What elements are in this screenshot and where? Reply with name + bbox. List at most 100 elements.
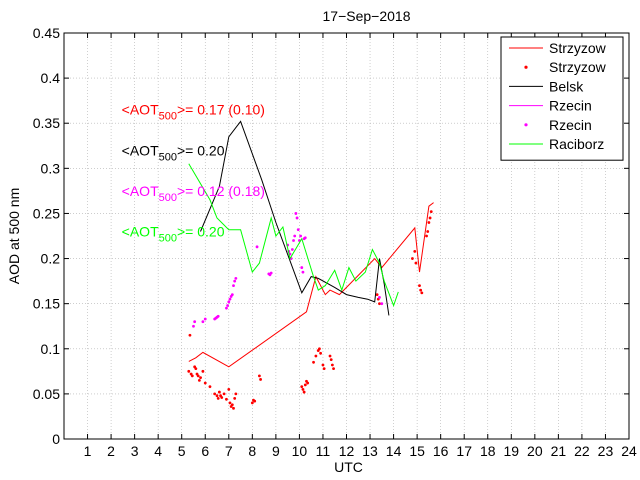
strzyzow-point <box>203 381 207 385</box>
x-tick-label: 15 <box>409 443 425 459</box>
rzecin-point <box>203 317 207 321</box>
strzyzow-point <box>303 383 307 387</box>
strzyzow-point <box>250 401 254 405</box>
y-tick-label: 0.35 <box>33 115 60 131</box>
strzyzow-point <box>329 358 333 362</box>
strzyzow-point <box>232 406 235 410</box>
strzyzow-point <box>419 288 423 292</box>
strzyzow-point <box>196 374 200 378</box>
legend-entry-rzecin: Rzecin <box>549 117 592 133</box>
aot-annotation: <AOT500>= 0.17 (0.10) <box>122 102 265 123</box>
strzyzow-point <box>375 293 379 297</box>
strzyzow-point <box>420 291 424 295</box>
strzyzow-point <box>319 351 323 355</box>
x-tick-label: 23 <box>598 443 614 459</box>
raciborz-line-series <box>188 163 399 307</box>
rzecin-point <box>233 279 237 283</box>
strzyzow-point <box>227 387 231 391</box>
rzecin-point <box>201 320 205 324</box>
strzyzow-line-series <box>188 202 434 368</box>
strzyzow-point <box>306 381 310 385</box>
belsk-line-series <box>200 120 390 316</box>
y-tick-label: 0.45 <box>33 25 60 41</box>
strzyzow-point <box>418 284 421 288</box>
strzyzow-point <box>427 221 431 224</box>
rzecin-point <box>228 297 232 301</box>
rzecin-point <box>299 234 302 238</box>
rzecin-point <box>192 324 195 328</box>
strzyzow-point <box>228 401 232 405</box>
rzecin-point <box>227 300 231 304</box>
strzyzow-point <box>429 210 433 214</box>
strzyzow-point <box>222 392 226 396</box>
y-tick-label: 0.15 <box>33 296 60 312</box>
y-tick-label: 0.25 <box>33 205 60 221</box>
strzyzow-point <box>413 249 417 253</box>
rzecin-point <box>269 271 273 275</box>
strzyzow-point <box>225 397 228 401</box>
y-tick-label: 0.4 <box>41 70 61 86</box>
strzyzow-point <box>425 234 428 238</box>
chart-title: 17−Sep−2018 <box>323 8 411 24</box>
rzecin-point <box>380 302 384 306</box>
strzyzow-point <box>201 369 205 373</box>
rzecin-point <box>293 234 297 238</box>
rzecin-point <box>296 228 300 232</box>
rzecin-point <box>294 212 298 215</box>
x-tick-label: 16 <box>433 443 449 459</box>
x-tick-label: 10 <box>292 443 308 459</box>
strzyzow-point <box>194 367 198 371</box>
strzyzow-point <box>257 374 261 378</box>
strzyzow-point <box>301 387 305 391</box>
strzyzow-point <box>302 390 306 394</box>
y-tick-label: 0.3 <box>41 160 61 176</box>
legend-entry-raciborz: Raciborz <box>549 136 604 152</box>
rzecin-point <box>301 270 305 274</box>
strzyzow-point <box>312 360 315 364</box>
strzyzow-point <box>411 257 414 260</box>
strzyzow-point <box>321 363 325 367</box>
rzecin-point <box>292 239 295 242</box>
aot-annotation: <AOT500>= 0.20 <box>122 223 225 244</box>
strzyzow-point <box>300 385 304 389</box>
aot-annotation: <AOT500>= 0.20 <box>122 142 225 163</box>
x-tick-label: 6 <box>201 443 209 459</box>
aot-annotation: <AOT500>= 0.12 (0.18) <box>122 183 265 204</box>
legend-entry-rzecin: Rzecin <box>549 98 592 114</box>
rzecin-point <box>230 293 234 297</box>
strzyzow-point <box>208 385 212 389</box>
legend-box <box>500 36 624 161</box>
strzyzow-point <box>253 399 257 403</box>
rzecin-point <box>378 295 381 299</box>
rzecin-point <box>226 304 230 307</box>
strzyzow-point <box>318 347 321 351</box>
strzyzow-point <box>216 397 220 400</box>
legend-entry-belsk: Belsk <box>549 78 584 94</box>
strzyzow-legend-marker <box>524 65 528 69</box>
annotations: <AOT500>= 0.17 (0.10) <AOT500>= 0.20 <AOT5… <box>122 102 265 245</box>
strzyzow-point <box>187 369 191 373</box>
x-tick-label: 3 <box>131 443 139 459</box>
series-layer <box>187 120 434 410</box>
strzyzow-point <box>213 392 217 396</box>
rzecin-point <box>225 306 228 310</box>
x-tick-label: 12 <box>339 443 355 459</box>
strzyzow-point <box>233 397 237 400</box>
rzecin-point <box>290 248 294 251</box>
rzecin-point <box>216 314 220 318</box>
y-tick-label: 0.2 <box>41 251 61 267</box>
strzyzow-point <box>414 261 418 265</box>
strzyzow-point <box>330 363 334 367</box>
strzyzow-point <box>332 367 335 371</box>
x-tick-label: 4 <box>154 443 162 459</box>
strzyzow-point <box>217 390 221 394</box>
strzyzow-point <box>234 392 238 396</box>
rzecin-point <box>295 216 299 220</box>
x-tick-label: 11 <box>316 443 331 459</box>
rzecin-legend-marker <box>524 123 528 127</box>
ticks: 1 2 3 4 5 6 7 8 9 10 11 12 13 14 15 16 17 18 19 20 21 22 23 240… <box>33 25 637 459</box>
rzecin-point <box>234 277 238 280</box>
legend: Strzyzow Strzyzow Belsk Rzecin Rzecin Racibor… <box>500 36 624 161</box>
y-tick-label: 0.05 <box>33 386 60 402</box>
